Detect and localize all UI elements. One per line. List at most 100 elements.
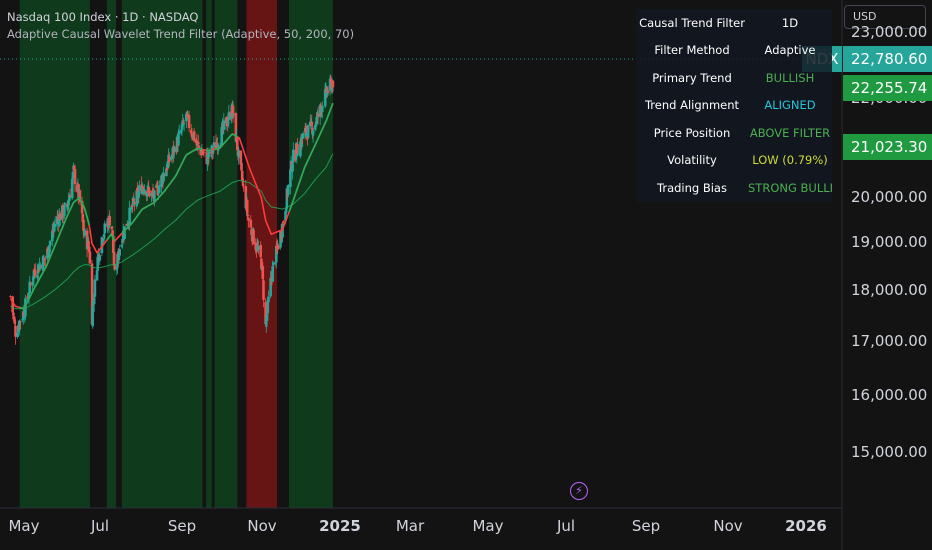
candle-body	[68, 196, 71, 201]
candle-body	[177, 131, 181, 135]
candle-body	[313, 125, 317, 130]
candle-body	[275, 245, 279, 249]
candle-body	[296, 154, 300, 156]
currency-selector[interactable]: USD	[844, 5, 926, 29]
time-axis-label: 2025	[319, 517, 361, 535]
candle-body	[316, 113, 320, 117]
candle-body	[172, 146, 176, 153]
candle-body	[63, 203, 67, 205]
info-table-row: Trading Bias STRONG BULLISH	[636, 174, 832, 202]
candle-body	[207, 150, 211, 158]
candle-body	[285, 188, 289, 209]
candle-body	[33, 268, 36, 272]
price-axis-tick: 17,000.00	[851, 332, 928, 350]
candle-body	[98, 255, 102, 261]
candle-body	[131, 204, 134, 207]
fast-filter-bullish-segment-4	[214, 133, 238, 151]
price-axis-tick: 18,000.00	[851, 281, 928, 299]
candle-body	[13, 320, 17, 324]
candle-body	[226, 121, 230, 124]
candle-body	[14, 325, 17, 337]
candle-body	[61, 204, 65, 218]
info-table-label: Volatility	[667, 153, 717, 168]
candle-body	[190, 133, 194, 136]
candle-body	[261, 265, 265, 279]
candle-body	[132, 198, 136, 201]
regime-zone-bullish-5	[121, 0, 203, 508]
candle-body	[182, 121, 185, 124]
price-axis-tick: 19,000.00	[851, 233, 928, 251]
candle-body	[22, 312, 26, 318]
candle-body	[269, 278, 272, 297]
candle-body	[271, 266, 274, 282]
time-axis-label: Sep	[167, 517, 197, 535]
candle-body	[260, 258, 263, 270]
candle-body	[87, 240, 90, 247]
candle-body	[301, 133, 305, 139]
candle-body	[202, 153, 205, 154]
candle-body	[192, 131, 196, 141]
candle-body	[138, 185, 141, 191]
candle-body	[241, 181, 245, 183]
candle-body	[73, 166, 76, 171]
candle-body	[202, 151, 206, 153]
candle-body	[272, 262, 275, 266]
candle-body	[56, 216, 60, 218]
info-table-label: Filter Method	[654, 43, 730, 58]
candle-body	[95, 270, 99, 281]
candle-body	[304, 125, 308, 135]
info-table-row: Filter Method Adaptive	[636, 37, 832, 65]
candle-body	[90, 263, 94, 325]
candle-body	[12, 312, 15, 315]
candle-body	[197, 141, 200, 145]
candle-body	[314, 124, 318, 127]
candle-body	[206, 157, 210, 159]
candle-body	[321, 107, 325, 109]
candle-body	[153, 190, 156, 202]
candle-body	[284, 211, 287, 222]
candle-body	[9, 296, 12, 297]
candle-body	[212, 142, 216, 148]
indicator-title[interactable]: Adaptive Causal Wavelet Trend Filter (Ad…	[7, 27, 355, 41]
info-table-value: 1D	[781, 15, 799, 30]
candle-body	[163, 174, 166, 176]
chart-symbol-title[interactable]: Nasdaq 100 Index · 1D · NASDAQ	[7, 10, 199, 24]
candle-body	[321, 105, 324, 112]
candle-body	[291, 163, 294, 172]
candle-body	[31, 278, 35, 280]
price-axis-tick-top: 23,000.00	[851, 23, 928, 41]
candle-body	[156, 187, 160, 196]
candle-body	[249, 219, 253, 228]
candle-body	[259, 245, 262, 257]
candle-body	[130, 205, 133, 210]
info-table-value: ABOVE FILTER	[749, 125, 831, 140]
price-axis-tick: 15,000.00	[851, 443, 928, 461]
candle-body	[170, 154, 174, 158]
candle-body	[48, 241, 52, 246]
candle-body	[262, 280, 265, 300]
candle-body	[166, 161, 170, 168]
last-price-label: 22,780.60	[843, 46, 932, 72]
candle-body	[326, 90, 330, 93]
candle-body	[56, 216, 59, 225]
candle-body	[165, 168, 168, 177]
candle-body	[82, 219, 85, 231]
candle-body	[46, 246, 50, 257]
candle-body	[195, 140, 199, 145]
candle-body	[234, 113, 238, 142]
candle-body	[329, 79, 333, 82]
info-table-label: Trading Bias	[657, 180, 727, 195]
candle-body	[310, 121, 313, 126]
candle-body	[78, 190, 82, 203]
candle-body	[296, 144, 299, 154]
candle-body	[68, 195, 72, 198]
candle-body	[282, 221, 285, 223]
candle-body	[239, 150, 243, 165]
candle-body	[244, 186, 248, 209]
info-table-row: Price Position ABOVE FILTER	[636, 119, 832, 147]
candle-body	[275, 246, 278, 263]
candle-body	[28, 281, 31, 294]
candle-body	[143, 189, 146, 194]
lightning-icon[interactable]: ⚡	[570, 482, 588, 500]
